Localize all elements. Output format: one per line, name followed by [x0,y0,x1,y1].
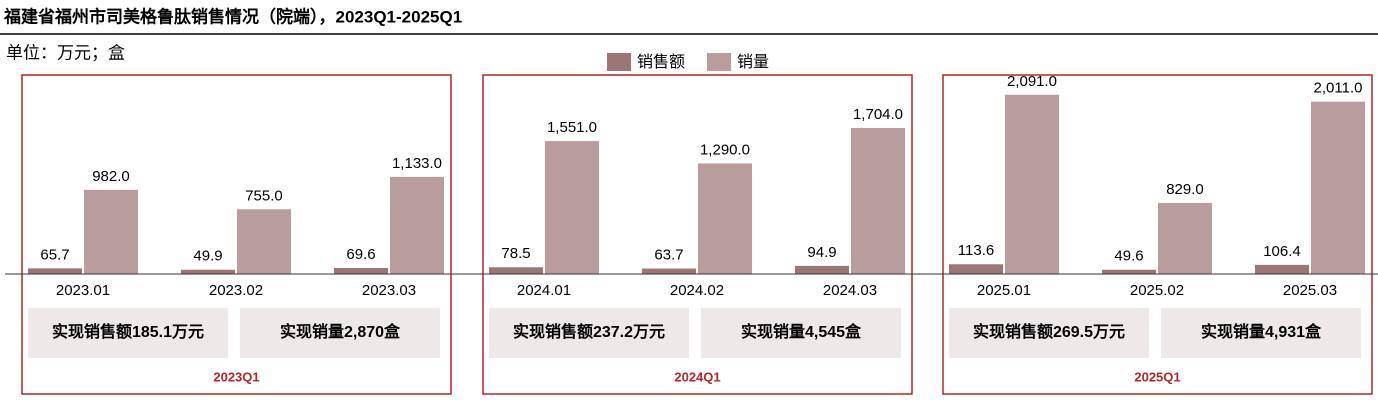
data-label: 106.4 [1263,243,1301,260]
data-label: 65.7 [40,246,69,263]
panel-label: 2023Q1 [213,369,259,384]
data-label: 982.0 [92,168,130,185]
data-label: 2,091.0 [1007,73,1057,90]
bar [642,268,696,274]
note-box [240,308,440,358]
bar [949,264,1003,274]
legend-label: 销量 [737,53,769,71]
data-label: 2,011.0 [1314,80,1363,97]
bar [489,267,543,274]
data-label: 69.6 [346,246,375,263]
bar [795,265,849,274]
bar [28,268,82,274]
x-tick-label: 2025.03 [1283,282,1337,299]
data-label: 829.0 [1166,181,1204,198]
note-text: 实现销售额269.5万元 [973,322,1125,341]
x-tick-label: 2024.03 [823,282,877,299]
data-label: 755.0 [245,187,283,204]
bar [545,141,599,274]
bar [334,268,388,274]
data-label: 1,704.0 [853,106,903,123]
data-label: 1,133.0 [392,155,442,172]
panel-label: 2024Q1 [674,369,720,384]
data-label: 49.6 [1114,248,1143,265]
note-text: 实现销量4,545盒 [741,322,862,341]
data-label: 1,290.0 [700,141,750,158]
x-tick-label: 2024.01 [517,282,571,299]
note-text: 实现销售额237.2万元 [513,322,665,341]
x-tick-label: 2025.02 [1130,282,1184,299]
unit-label: 单位：万元；盒 [6,43,125,62]
panel-frame [21,74,452,395]
x-tick-label: 2024.02 [670,282,724,299]
bar [1255,264,1309,274]
panel-label: 2025Q1 [1134,369,1180,384]
data-label: 1,551.0 [547,119,597,136]
bar [1311,101,1365,274]
legend-swatch [707,53,731,71]
legend-label: 销售额 [637,53,685,71]
note-box [489,308,689,358]
data-label: 78.5 [501,245,530,262]
note-box [701,308,901,358]
bar [237,209,291,274]
bar [1102,269,1156,274]
bar [698,163,752,274]
chart-title: 福建省福州市司美格鲁肽销售情况（院端），2023Q1-2025Q1 [3,6,462,26]
bar [1005,94,1059,274]
x-tick-label: 2023.01 [56,282,110,299]
x-tick-label: 2025.01 [977,282,1031,299]
note-text: 实现销量2,870盒 [280,322,401,341]
bar [84,189,138,274]
data-label: 113.6 [958,242,994,259]
bar [390,176,444,274]
bar [851,127,905,275]
data-label: 94.9 [807,244,836,261]
panel-frame [482,74,913,395]
x-tick-label: 2023.03 [362,282,416,299]
bar [1158,202,1212,274]
bar [181,269,235,274]
note-box [949,308,1149,358]
legend-swatch [607,53,631,71]
note-box [28,308,228,358]
note-box [1161,308,1361,358]
note-text: 实现销售额185.1万元 [52,322,204,341]
data-label: 49.9 [193,248,222,265]
panel-frame [942,74,1373,395]
data-label: 63.7 [654,247,683,264]
note-text: 实现销量4,931盒 [1201,322,1322,341]
x-tick-label: 2023.02 [209,282,263,299]
